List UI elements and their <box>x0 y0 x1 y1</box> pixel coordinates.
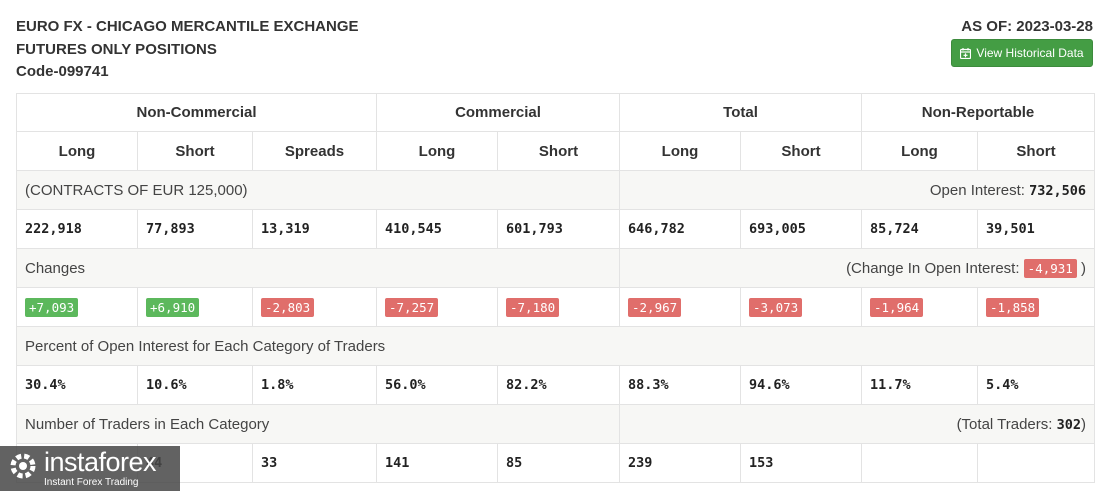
watermark-brand: instaforex <box>44 447 157 477</box>
calendar-plus-icon <box>960 47 972 59</box>
change-badge: +7,093 <box>25 297 79 317</box>
col-noncomm-spreads: Spreads <box>252 131 377 171</box>
col-comm-long: Long <box>376 131 498 171</box>
col-noncomm-short: Short <box>137 131 253 171</box>
group-commercial: Commercial <box>376 93 620 132</box>
change-badge: -1,964 <box>870 297 924 317</box>
percent-values-row: 30.4% 10.6% 1.8% 56.0% 82.2% 88.3% 94.6%… <box>16 365 1095 405</box>
table-cell: 88.3% <box>619 365 741 405</box>
change-badge: -7,180 <box>506 297 560 317</box>
percent-section-row: Percent of Open Interest for Each Catego… <box>16 326 1095 366</box>
table-cell: 646,782 <box>619 209 741 249</box>
cot-positions-table: Non-Commercial Commercial Total Non-Repo… <box>16 93 1095 483</box>
watermark-tagline: Instant Forex Trading <box>44 477 139 488</box>
table-cell: 30.4% <box>16 365 138 405</box>
open-interest-label: Open Interest: <box>929 181 1030 199</box>
group-non-commercial: Non-Commercial <box>16 93 377 132</box>
table-cell: 13,319 <box>252 209 377 249</box>
view-historical-data-button[interactable]: View Historical Data <box>951 39 1093 67</box>
group-header-row: Non-Commercial Commercial Total Non-Repo… <box>16 93 1095 132</box>
table-cell: 10.6% <box>137 365 253 405</box>
table-cell: -1,964 <box>861 287 978 327</box>
total-traders-suffix: ) <box>1081 415 1086 433</box>
table-cell: 56.0% <box>376 365 498 405</box>
table-cell: 601,793 <box>497 209 620 249</box>
change-badge: -2,967 <box>628 297 682 317</box>
table-cell: 11.7% <box>861 365 978 405</box>
report-title: EURO FX - CHICAGO MERCANTILE EXCHANGE FU… <box>16 16 359 84</box>
changes-label: Changes <box>16 248 620 288</box>
col-comm-short: Short <box>497 131 620 171</box>
title-line-2: FUTURES ONLY POSITIONS <box>16 40 217 58</box>
oi-change-prefix: (Change In Open Interest: <box>846 259 1024 277</box>
contracts-section-row: (CONTRACTS OF EUR 125,000) Open Interest… <box>16 170 1095 210</box>
table-cell: -7,257 <box>376 287 498 327</box>
oi-change-suffix: ) <box>1076 259 1086 277</box>
group-non-reportable: Non-Reportable <box>861 93 1095 132</box>
contracts-label: (CONTRACTS OF EUR 125,000) <box>16 170 620 210</box>
instaforex-logo-icon <box>6 449 40 488</box>
col-noncomm-long: Long <box>16 131 138 171</box>
open-interest-change: (Change In Open Interest: -4,931 ) <box>619 248 1095 288</box>
contracts-values-row: 222,918 77,893 13,319 410,545 601,793 64… <box>16 209 1095 249</box>
change-badge: -2,803 <box>261 297 315 317</box>
table-cell: -7,180 <box>497 287 620 327</box>
table-cell: 222,918 <box>16 209 138 249</box>
table-cell: +7,093 <box>16 287 138 327</box>
table-cell: 1.8% <box>252 365 377 405</box>
total-traders-value: 302 <box>1056 416 1081 433</box>
table-cell: 85,724 <box>861 209 978 249</box>
total-traders-prefix: (Total Traders: <box>956 415 1057 433</box>
table-cell: 33 <box>252 443 377 483</box>
changes-section-row: Changes (Change In Open Interest: -4,931… <box>16 248 1095 288</box>
watermark-text: instaforex Instant Forex Trading <box>44 447 157 488</box>
percent-label: Percent of Open Interest for Each Catego… <box>16 326 1095 366</box>
table-cell: -2,803 <box>252 287 377 327</box>
traders-section-row: Number of Traders in Each Category (Tota… <box>16 404 1095 444</box>
oi-change-badge: -4,931 <box>1023 258 1077 278</box>
table-cell: -1,858 <box>977 287 1095 327</box>
group-total: Total <box>619 93 862 132</box>
table-cell: 410,545 <box>376 209 498 249</box>
total-traders: (Total Traders: 302) <box>619 404 1095 444</box>
change-badge: -7,257 <box>385 297 439 317</box>
open-interest: Open Interest: 732,506 <box>619 170 1095 210</box>
table-cell: 39,501 <box>977 209 1095 249</box>
column-header-row: Long Short Spreads Long Short Long Short… <box>16 131 1095 171</box>
table-cell: 5.4% <box>977 365 1095 405</box>
col-total-short: Short <box>740 131 862 171</box>
table-cell: 85 <box>497 443 620 483</box>
col-total-long: Long <box>619 131 741 171</box>
col-nonrep-long: Long <box>861 131 978 171</box>
report-header: EURO FX - CHICAGO MERCANTILE EXCHANGE FU… <box>16 16 1093 86</box>
table-cell: -2,967 <box>619 287 741 327</box>
as-of-date: AS OF: 2023-03-28 <box>961 18 1093 35</box>
table-cell: -3,073 <box>740 287 862 327</box>
table-cell: 693,005 <box>740 209 862 249</box>
col-nonrep-short: Short <box>977 131 1095 171</box>
table-cell <box>977 443 1095 483</box>
traders-label: Number of Traders in Each Category <box>16 404 620 444</box>
table-cell: 94.6% <box>740 365 862 405</box>
open-interest-value: 732,506 <box>1029 182 1086 199</box>
table-cell: 239 <box>619 443 741 483</box>
table-cell: 153 <box>740 443 862 483</box>
change-badge: +6,910 <box>146 297 200 317</box>
title-line-1: EURO FX - CHICAGO MERCANTILE EXCHANGE <box>16 18 359 35</box>
table-cell: +6,910 <box>137 287 253 327</box>
changes-values-row: +7,093 +6,910 -2,803 -7,257 -7,180 -2,96… <box>16 287 1095 327</box>
view-historical-data-label: View Historical Data <box>976 46 1084 60</box>
table-cell: 82.2% <box>497 365 620 405</box>
table-cell: 77,893 <box>137 209 253 249</box>
table-cell <box>861 443 978 483</box>
instaforex-watermark: instaforex Instant Forex Trading <box>0 446 180 491</box>
change-badge: -1,858 <box>986 297 1040 317</box>
change-badge: -3,073 <box>749 297 803 317</box>
contract-code: Code-099741 <box>16 63 109 80</box>
table-cell: 141 <box>376 443 498 483</box>
